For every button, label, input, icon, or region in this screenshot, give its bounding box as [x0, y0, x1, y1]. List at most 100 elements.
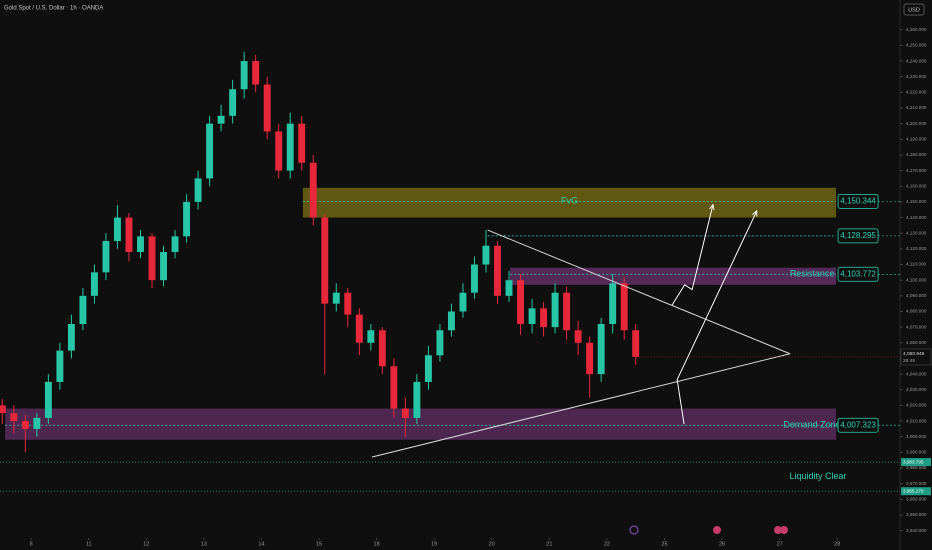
x-tick-label: 11	[86, 541, 92, 547]
x-tick-label: 22	[604, 541, 610, 547]
zone	[5, 408, 837, 440]
y-tick-label: 4,170.000	[906, 168, 927, 173]
level-label-box	[837, 266, 879, 282]
x-tick-label: 27	[777, 541, 783, 547]
zone-label: Demand Zone	[784, 420, 841, 430]
candle-body	[551, 292, 559, 328]
candle-body	[10, 413, 18, 422]
y-tick-label: 4,040.000	[906, 371, 927, 376]
y-tick-label: 4,220.000	[906, 90, 927, 95]
candle-body	[390, 366, 398, 409]
y-tick-label: 4,200.000	[906, 121, 927, 126]
candle-body	[21, 421, 29, 429]
candle-body	[632, 330, 640, 357]
y-tick-label: 3,980.000	[906, 465, 927, 470]
candle-body	[424, 355, 432, 382]
candle-body	[56, 350, 64, 382]
y-tick-label: 3,990.000	[906, 450, 927, 455]
candle-body	[194, 178, 202, 202]
x-tick-label: 28	[834, 541, 840, 547]
candle-body	[125, 217, 133, 252]
zone-label: FvG	[561, 196, 578, 206]
candle-body	[309, 162, 317, 218]
candle-body	[90, 272, 98, 296]
candle-body	[286, 123, 294, 171]
candle-body	[620, 283, 628, 331]
y-tick-label: 4,120.000	[906, 246, 927, 251]
candle-body	[217, 115, 225, 124]
candle-body	[413, 381, 421, 418]
candle-body	[0, 405, 6, 414]
currency-box[interactable]	[903, 3, 925, 16]
axis-tag: 3,983.795	[903, 459, 924, 464]
candle-body	[528, 308, 536, 324]
x-tick-label: 19	[431, 541, 437, 547]
projection-arrow	[671, 205, 713, 306]
candle-body	[505, 280, 513, 296]
event-icons	[629, 525, 788, 535]
axis-tag: 3,965.170	[903, 488, 924, 493]
y-tick-label: 4,110.000	[906, 262, 927, 267]
level-label: 4,128.295	[840, 231, 876, 240]
x-tick-label: 14	[258, 541, 264, 547]
candle-body	[401, 408, 409, 418]
projection-arrow	[676, 211, 756, 425]
candle-body	[574, 330, 582, 343]
zone	[510, 267, 837, 285]
x-tick-label: 15	[316, 541, 322, 547]
candle-body	[494, 245, 501, 296]
candle-body	[471, 264, 478, 293]
y-tick-label: 4,160.000	[906, 183, 927, 188]
y-tick-label: 4,210.000	[906, 105, 927, 110]
candle-body	[44, 381, 52, 418]
candle-body	[183, 201, 191, 237]
candle-body	[597, 324, 605, 375]
axis-tag-box	[901, 487, 931, 496]
candle-body	[563, 292, 571, 331]
candle-body	[459, 292, 467, 312]
candle-body	[148, 236, 156, 281]
y-tick-label: 4,140.000	[906, 215, 927, 220]
candle-body	[540, 308, 548, 328]
liquidity-label: Liquidity Clear	[789, 471, 846, 481]
candle-body	[252, 61, 260, 85]
candle-body	[229, 89, 237, 116]
countdown: 28:49	[903, 358, 915, 364]
x-tick-label: 21	[546, 541, 552, 547]
candle-body	[67, 324, 75, 351]
x-tick-label: 8	[30, 541, 33, 547]
y-tick-label: 4,100.000	[906, 277, 927, 282]
currency[interactable]: USD	[908, 7, 920, 13]
axis-tag-box	[901, 458, 931, 467]
level-label: 4,103.772	[840, 269, 876, 278]
candle-body	[171, 236, 179, 252]
candle-body	[378, 330, 386, 367]
symbol-title[interactable]: Gold Spot / U.S. Dollar · 1h · OANDA	[4, 6, 103, 12]
y-tick-label: 4,130.000	[906, 230, 927, 235]
candle-body	[206, 123, 214, 179]
candle-body	[298, 123, 306, 163]
candle-body	[263, 84, 271, 132]
last-price-box	[900, 348, 932, 366]
candle-body	[240, 61, 248, 90]
y-tick-label: 4,150.000	[906, 199, 927, 204]
candle-body	[275, 131, 283, 171]
x-tick-label: 26	[719, 541, 725, 547]
x-tick-label: 20	[489, 541, 495, 547]
candle-body	[79, 295, 87, 324]
candle-body	[160, 252, 167, 281]
y-tick-label: 3,970.000	[906, 481, 927, 486]
y-tick-label: 4,230.000	[906, 74, 927, 79]
zone	[302, 187, 837, 218]
last-price: 4,050.949	[903, 351, 925, 357]
candle-body	[367, 330, 375, 343]
y-tick-label: 4,030.000	[906, 387, 927, 392]
x-tick-label: 13	[201, 541, 207, 547]
y-tick-label: 4,070.000	[906, 324, 927, 329]
x-tick-label: 12	[143, 541, 149, 547]
x-tick-label: 25	[661, 541, 667, 547]
y-tick-label: 3,940.000	[906, 528, 927, 533]
candle-body	[332, 292, 340, 304]
